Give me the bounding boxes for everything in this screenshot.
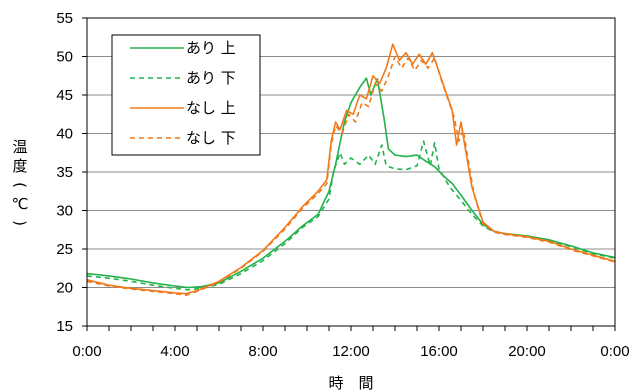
y-axis-title-char-1: 度 — [12, 157, 27, 175]
y-tick-label-15: 15 — [56, 318, 73, 335]
y-tick-label-35: 35 — [56, 164, 73, 181]
x-tick-label-0: 0:00 — [72, 343, 101, 360]
y-tick-label-50: 50 — [56, 49, 73, 66]
y-tick-label-30: 30 — [56, 203, 73, 220]
series-line-1 — [86, 140, 616, 291]
legend: あり 上あり 下なし 上なし 下 — [111, 34, 261, 156]
y-axis-title-char-3: ℃ — [12, 195, 29, 213]
y-axis-title: 温度 ( ℃) — [11, 138, 29, 226]
series-lines — [86, 43, 616, 297]
legend-box — [111, 34, 261, 156]
legend-label-3: なし 下 — [186, 129, 236, 147]
y-tick-label-25: 25 — [56, 241, 73, 258]
y-axis-title-char-4: ) — [11, 220, 29, 226]
y-axis-title-char-0: 温 — [12, 138, 27, 156]
legend-label-0: あり 上 — [186, 39, 236, 57]
y-tick-label-40: 40 — [56, 126, 73, 143]
x-tick-label-4: 16:00 — [420, 343, 458, 360]
y-tick-label-20: 20 — [56, 280, 73, 297]
y-axis-title-char-2: ( — [11, 182, 29, 188]
legend-label-2: なし 上 — [186, 99, 236, 117]
series-line-3 — [86, 55, 616, 297]
y-tick-label-55: 55 — [56, 10, 73, 27]
x-tick-label-5: 20:00 — [508, 343, 546, 360]
x-axis-title: 時 間 — [328, 374, 373, 392]
x-tick-label-3: 12:00 — [332, 343, 370, 360]
axes: 15 20 25 30 35 40 45 50 55 0:00 4:00 8:00 12:00 16:00… — [56, 10, 629, 360]
x-tick-label-2: 8:00 — [248, 343, 277, 360]
x-tick-label-6: 0:00 — [600, 343, 629, 360]
legend-label-1: あり 下 — [186, 69, 236, 87]
y-tick-label-45: 45 — [56, 87, 73, 104]
x-tick-label-1: 4:00 — [160, 343, 189, 360]
